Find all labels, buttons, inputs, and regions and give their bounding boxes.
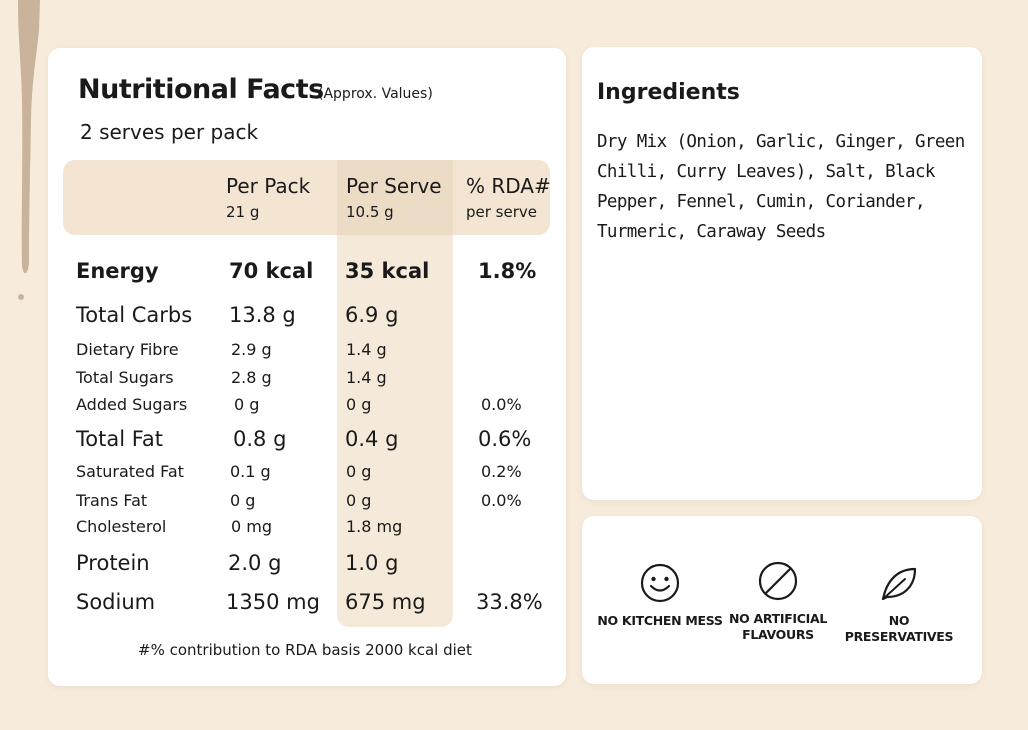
- row-pack: 70 kcal: [229, 259, 314, 283]
- row-rda: 0.6%: [478, 427, 532, 451]
- row-serve: 675 mg: [345, 590, 426, 614]
- badge-no-artificial-flavours: NO ARTIFICIAL FLAVOURS: [713, 559, 843, 643]
- header-per-pack: Per Pack: [226, 174, 311, 198]
- row-pack: 13.8 g: [229, 303, 296, 327]
- sauce-drip-decoration: [18, 0, 40, 300]
- row-name: Saturated Fat: [76, 462, 184, 481]
- badge-label: NO PRESERVATIVES: [844, 613, 954, 644]
- row-serve: 1.4 g: [346, 340, 387, 359]
- ingredients-card: Ingredients Dry Mix (Onion, Garlic, Ging…: [582, 47, 982, 500]
- row-serve: 1.4 g: [346, 368, 387, 387]
- features-card: NO KITCHEN MESS NO ARTIFICIAL FLAVOURS N…: [582, 516, 982, 684]
- row-name: Trans Fat: [76, 491, 148, 510]
- row-name: Total Sugars: [76, 368, 174, 387]
- ingredients-text: Dry Mix (Onion, Garlic, Ginger, Green Ch…: [597, 132, 965, 242]
- badge-label: NO KITCHEN MESS: [597, 613, 723, 628]
- row-serve: 0 g: [346, 462, 372, 481]
- row-serve: 35 kcal: [345, 259, 430, 283]
- ingredients-title: Ingredients: [597, 80, 740, 105]
- row-name: Dietary Fibre: [76, 340, 179, 359]
- leaf-icon: [881, 567, 917, 601]
- badge-no-kitchen-mess: NO KITCHEN MESS: [595, 561, 725, 629]
- row-pack: 2.9 g: [231, 340, 272, 359]
- row-name: Protein: [76, 551, 150, 575]
- badge-no-preservatives: NO PRESERVATIVES: [834, 561, 964, 645]
- header-rda: % RDA#: [466, 174, 551, 198]
- row-pack: 0.8 g: [233, 427, 287, 451]
- header-per-pack-weight: 21 g: [226, 203, 260, 221]
- row-serve: 1.0 g: [345, 551, 399, 575]
- row-name: Energy: [76, 259, 159, 283]
- smiley-icon: [640, 563, 680, 603]
- row-rda: 0.2%: [481, 462, 522, 481]
- prohibited-icon: [758, 561, 798, 601]
- serves-per-pack: 2 serves per pack: [80, 120, 259, 144]
- row-pack: 0 mg: [231, 517, 273, 536]
- row-pack: 0 g: [234, 395, 260, 414]
- row-serve: 1.8 mg: [346, 517, 403, 536]
- nutrition-facts-card: Nutritional Facts (Approx. Values) 2 ser…: [48, 48, 566, 686]
- badge-label: NO ARTIFICIAL FLAVOURS: [728, 611, 828, 642]
- row-serve: 6.9 g: [345, 303, 399, 327]
- row-serve: 0 g: [346, 491, 372, 510]
- row-pack: 0 g: [230, 491, 256, 510]
- table-header-band: [63, 160, 550, 235]
- per-serve-header-highlight: [337, 160, 453, 235]
- header-per-serve: Per Serve: [346, 174, 442, 198]
- row-rda: 33.8%: [476, 590, 543, 614]
- approx-values-note: (Approx. Values): [318, 86, 433, 102]
- row-serve: 0.4 g: [345, 427, 399, 451]
- rda-footnote: #% contribution to RDA basis 2000 kcal d…: [138, 641, 472, 659]
- row-name: Sodium: [76, 590, 156, 614]
- row-pack: 2.8 g: [231, 368, 272, 387]
- row-name: Total Carbs: [76, 303, 193, 327]
- row-rda: 0.0%: [481, 491, 522, 510]
- row-pack: 0.1 g: [230, 462, 271, 481]
- header-rda-sub: per serve: [466, 203, 538, 221]
- row-name: Cholesterol: [76, 517, 167, 536]
- row-rda: 0.0%: [481, 395, 522, 414]
- row-rda: 1.8%: [478, 259, 537, 283]
- per-serve-column-highlight: [337, 160, 453, 627]
- header-per-serve-weight: 10.5 g: [346, 203, 394, 221]
- row-pack: 2.0 g: [228, 551, 282, 575]
- row-name: Total Fat: [76, 427, 163, 451]
- row-serve: 0 g: [346, 395, 372, 414]
- row-name: Added Sugars: [76, 395, 188, 414]
- nutrition-title: Nutritional Facts: [78, 74, 324, 105]
- row-pack: 1350 mg: [226, 590, 320, 614]
